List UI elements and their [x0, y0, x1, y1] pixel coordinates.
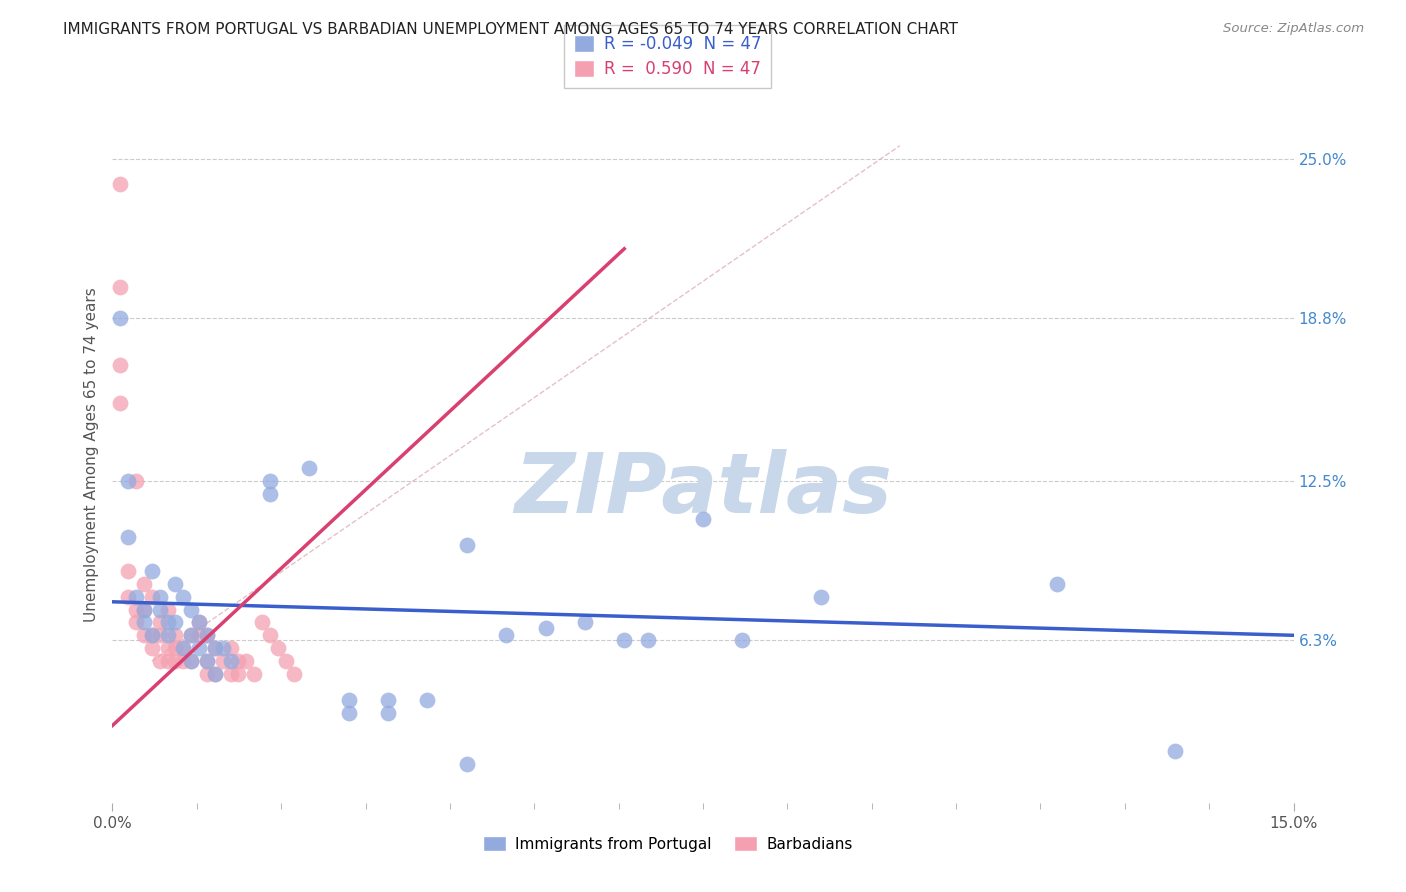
Point — [156, 615, 179, 630]
Point — [156, 602, 179, 616]
Point — [195, 667, 218, 681]
Point — [1164, 744, 1187, 758]
Point — [149, 628, 172, 642]
Point — [165, 654, 187, 668]
Point — [156, 628, 179, 642]
Point — [110, 280, 132, 294]
Point — [110, 311, 132, 326]
Point — [188, 615, 211, 630]
Point — [495, 628, 517, 642]
Point — [337, 706, 360, 720]
Legend: Immigrants from Portugal, Barbadians: Immigrants from Portugal, Barbadians — [477, 830, 859, 858]
Point — [1046, 576, 1069, 591]
Point — [243, 667, 266, 681]
Point — [274, 654, 297, 668]
Text: ZIPatlas: ZIPatlas — [515, 450, 891, 530]
Point — [204, 641, 226, 656]
Point — [204, 667, 226, 681]
Point — [692, 512, 714, 526]
Point — [141, 641, 163, 656]
Point — [117, 530, 139, 544]
Point — [188, 628, 211, 642]
Point — [149, 602, 172, 616]
Point — [637, 633, 659, 648]
Point — [110, 178, 132, 192]
Point — [117, 564, 139, 578]
Point — [125, 474, 148, 488]
Point — [250, 615, 273, 630]
Point — [219, 641, 242, 656]
Point — [283, 667, 305, 681]
Point — [149, 654, 172, 668]
Point — [219, 654, 242, 668]
Point — [132, 576, 155, 591]
Point — [180, 654, 202, 668]
Point — [172, 641, 194, 656]
Point — [337, 692, 360, 706]
Point — [259, 486, 281, 500]
Point — [211, 654, 233, 668]
Point — [211, 641, 233, 656]
Point — [141, 628, 163, 642]
Text: Source: ZipAtlas.com: Source: ZipAtlas.com — [1223, 22, 1364, 36]
Point — [456, 757, 478, 772]
Point — [141, 564, 163, 578]
Point — [195, 654, 218, 668]
Point — [110, 358, 132, 372]
Point — [156, 654, 179, 668]
Point — [204, 667, 226, 681]
Point — [132, 602, 155, 616]
Point — [259, 474, 281, 488]
Point — [172, 654, 194, 668]
Point — [188, 615, 211, 630]
Point — [149, 615, 172, 630]
Point — [180, 654, 202, 668]
Point — [180, 602, 202, 616]
Point — [125, 615, 148, 630]
Point — [132, 615, 155, 630]
Point — [110, 396, 132, 410]
Text: IMMIGRANTS FROM PORTUGAL VS BARBADIAN UNEMPLOYMENT AMONG AGES 65 TO 74 YEARS COR: IMMIGRANTS FROM PORTUGAL VS BARBADIAN UN… — [63, 22, 959, 37]
Point — [267, 641, 290, 656]
Point — [117, 474, 139, 488]
Point — [180, 628, 202, 642]
Point — [125, 602, 148, 616]
Point — [156, 641, 179, 656]
Point — [298, 460, 321, 475]
Point — [377, 706, 399, 720]
Point — [172, 590, 194, 604]
Point — [416, 692, 439, 706]
Point — [259, 628, 281, 642]
Point — [219, 667, 242, 681]
Point — [117, 590, 139, 604]
Point — [149, 590, 172, 604]
Point — [574, 615, 596, 630]
Point — [132, 628, 155, 642]
Point — [188, 641, 211, 656]
Point — [810, 590, 832, 604]
Y-axis label: Unemployment Among Ages 65 to 74 years: Unemployment Among Ages 65 to 74 years — [83, 287, 98, 623]
Point — [165, 628, 187, 642]
Point — [132, 602, 155, 616]
Point — [165, 641, 187, 656]
Point — [141, 590, 163, 604]
Point — [377, 692, 399, 706]
Point — [731, 633, 754, 648]
Point — [235, 654, 257, 668]
Point — [172, 641, 194, 656]
Point — [165, 615, 187, 630]
Point — [456, 538, 478, 552]
Point — [125, 590, 148, 604]
Point — [141, 628, 163, 642]
Point — [195, 628, 218, 642]
Point — [534, 621, 557, 635]
Point — [228, 654, 250, 668]
Point — [613, 633, 636, 648]
Point — [195, 654, 218, 668]
Point — [204, 641, 226, 656]
Point — [165, 576, 187, 591]
Point — [180, 628, 202, 642]
Point — [195, 628, 218, 642]
Point — [228, 667, 250, 681]
